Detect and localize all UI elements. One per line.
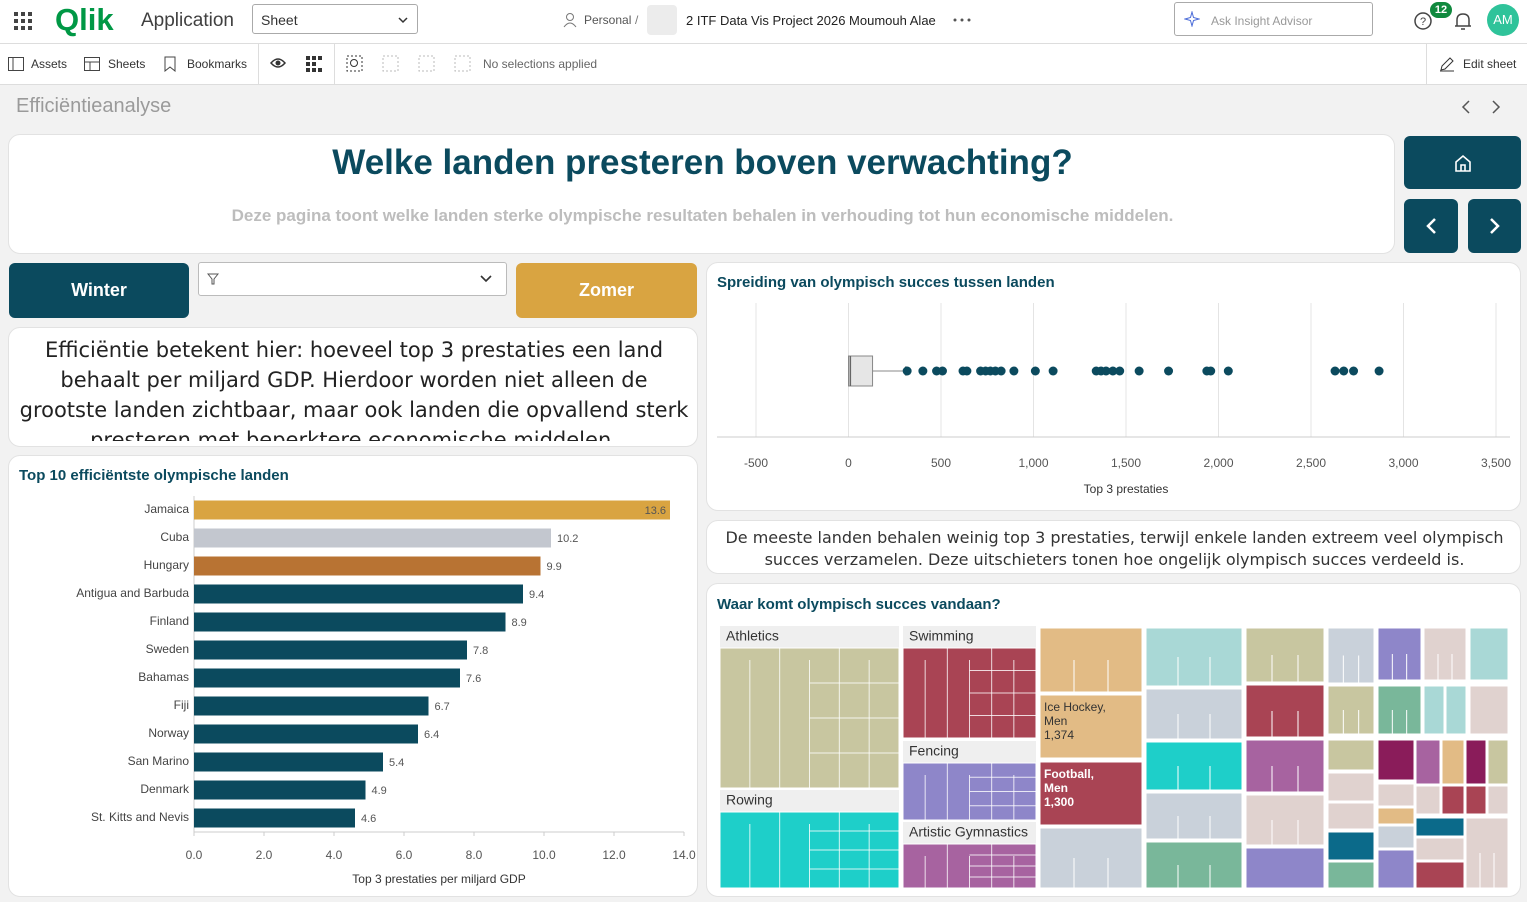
leaf-label: Ice Hockey, Men 1,374 [1044,700,1124,742]
leaf-label: Football, Men 1,300 [1044,767,1106,809]
bar-chart-card [8,455,698,897]
sheets-button[interactable]: Sheets [108,57,146,71]
divider [1426,44,1427,84]
zomer-button[interactable]: Zomer [516,263,697,318]
notification-badge: 12 [1430,2,1452,18]
eye-icon[interactable] [270,57,286,69]
filter-icon [207,273,219,285]
explanation-text: Efficiëntie betekent hier: hoeveel top 3… [19,338,689,441]
app-title: 2 ITF Data Vis Project 2026 Moumouh Alae [686,13,936,28]
left-arrow [1426,218,1436,234]
page-subtitle: Deze pagina toont welke landen sterke ol… [231,206,1174,225]
bell-icon[interactable] [1454,11,1472,31]
assets-icon [8,57,24,71]
edit-sheet-button[interactable]: Edit sheet [1463,57,1517,71]
edit-icon [1440,57,1454,72]
assets-button[interactable]: Assets [31,57,68,71]
sheet-select[interactable]: Sheet [252,4,418,34]
right-arrow [1489,218,1500,234]
insight-search[interactable]: Ask Insight Advisor [1174,2,1373,36]
sheet-select-text: Sheet [261,12,298,28]
divider [258,44,259,84]
leaf-name: Ice Hockey, Men [1044,700,1106,728]
person-icon [563,13,577,28]
breadcrumb-separator: / [635,13,639,27]
next-button[interactable] [1468,199,1521,253]
help-icon[interactable]: ? [1413,11,1433,31]
chevron [398,17,408,24]
app-icon [647,5,677,35]
sheet-nav[interactable] [1458,99,1504,115]
annotation-card: De meeste landen behalen weinig top 3 pr… [706,520,1521,574]
header-card: Welke landen presteren boven verwachting… [8,134,1395,254]
home-button[interactable] [1404,136,1521,189]
svg-text:?: ? [1420,16,1426,28]
leaf-value: 1,300 [1044,795,1075,809]
chevron [480,275,492,283]
more-icon[interactable] [953,18,971,22]
selection-tools [346,55,471,72]
toolbar: Assets Sheets Bookmarks No selections ap… [0,44,1527,85]
filter-dropdown[interactable] [198,262,507,296]
sheet-title: Efficiëntieanalyse [16,95,172,117]
previous-button[interactable] [1404,199,1458,253]
leaf-name: Football, Men [1044,767,1094,795]
bookmarks-button[interactable]: Bookmarks [187,57,248,71]
grid-icon[interactable] [306,56,322,72]
sheets-icon [84,57,100,71]
leaf-value: 1,374 [1044,728,1075,742]
top-bar: Qlik Application Sheet Personal / 2 ITF … [0,0,1527,44]
avatar[interactable]: AM [1487,4,1519,36]
search-placeholder: Ask Insight Advisor [1211,14,1313,28]
app-label: Application [141,10,234,31]
logo[interactable]: Qlik [55,2,114,37]
sparkle-icon [1184,11,1200,27]
menu-icon[interactable] [14,12,32,30]
winter-button[interactable]: Winter [9,263,189,318]
selections-status: No selections applied [483,57,598,71]
divider [334,44,335,84]
annotation-text: De meeste landen behalen weinig top 3 pr… [725,528,1504,569]
page-heading: Welke landen presteren boven verwachting… [332,143,1073,182]
explanation-card: Efficiëntie betekent hier: hoeveel top 3… [8,327,698,447]
home-icon [1454,154,1471,172]
boxplot-card [706,262,1521,511]
bookmark-icon [164,56,176,72]
space-label[interactable]: Personal [584,13,632,27]
